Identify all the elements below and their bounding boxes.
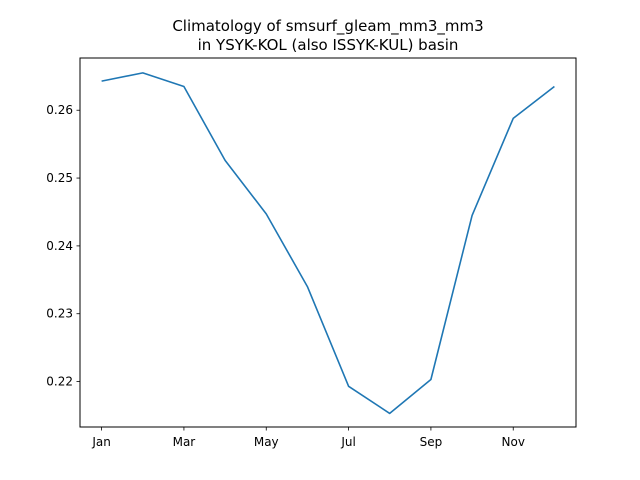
y-tick-label: 0.25 xyxy=(46,171,73,185)
y-tick-label: 0.26 xyxy=(46,103,73,117)
x-tick-label: Nov xyxy=(502,435,525,449)
x-tick-label: Mar xyxy=(173,435,196,449)
x-tick-label: May xyxy=(254,435,279,449)
y-tick-label: 0.22 xyxy=(46,375,73,389)
plot-area: 0.22 0.23 0.24 0.25 0.26 Jan Mar May Jul Sep Nov xyxy=(46,72,555,449)
axes-frame xyxy=(79,57,577,428)
x-tick-label: Jul xyxy=(340,435,355,449)
series-line xyxy=(101,72,555,415)
chart-title-line-1: Climatology of smsurf_gleam_mm3_mm3 xyxy=(172,17,483,36)
x-tick-label: Sep xyxy=(420,435,443,449)
x-tick-label: Jan xyxy=(91,435,111,449)
y-tick-label: 0.24 xyxy=(46,239,73,253)
chart-title-line-2: in YSYK-KOL (also ISSYK-KUL) basin xyxy=(198,36,459,54)
y-tick-label: 0.23 xyxy=(46,307,73,321)
